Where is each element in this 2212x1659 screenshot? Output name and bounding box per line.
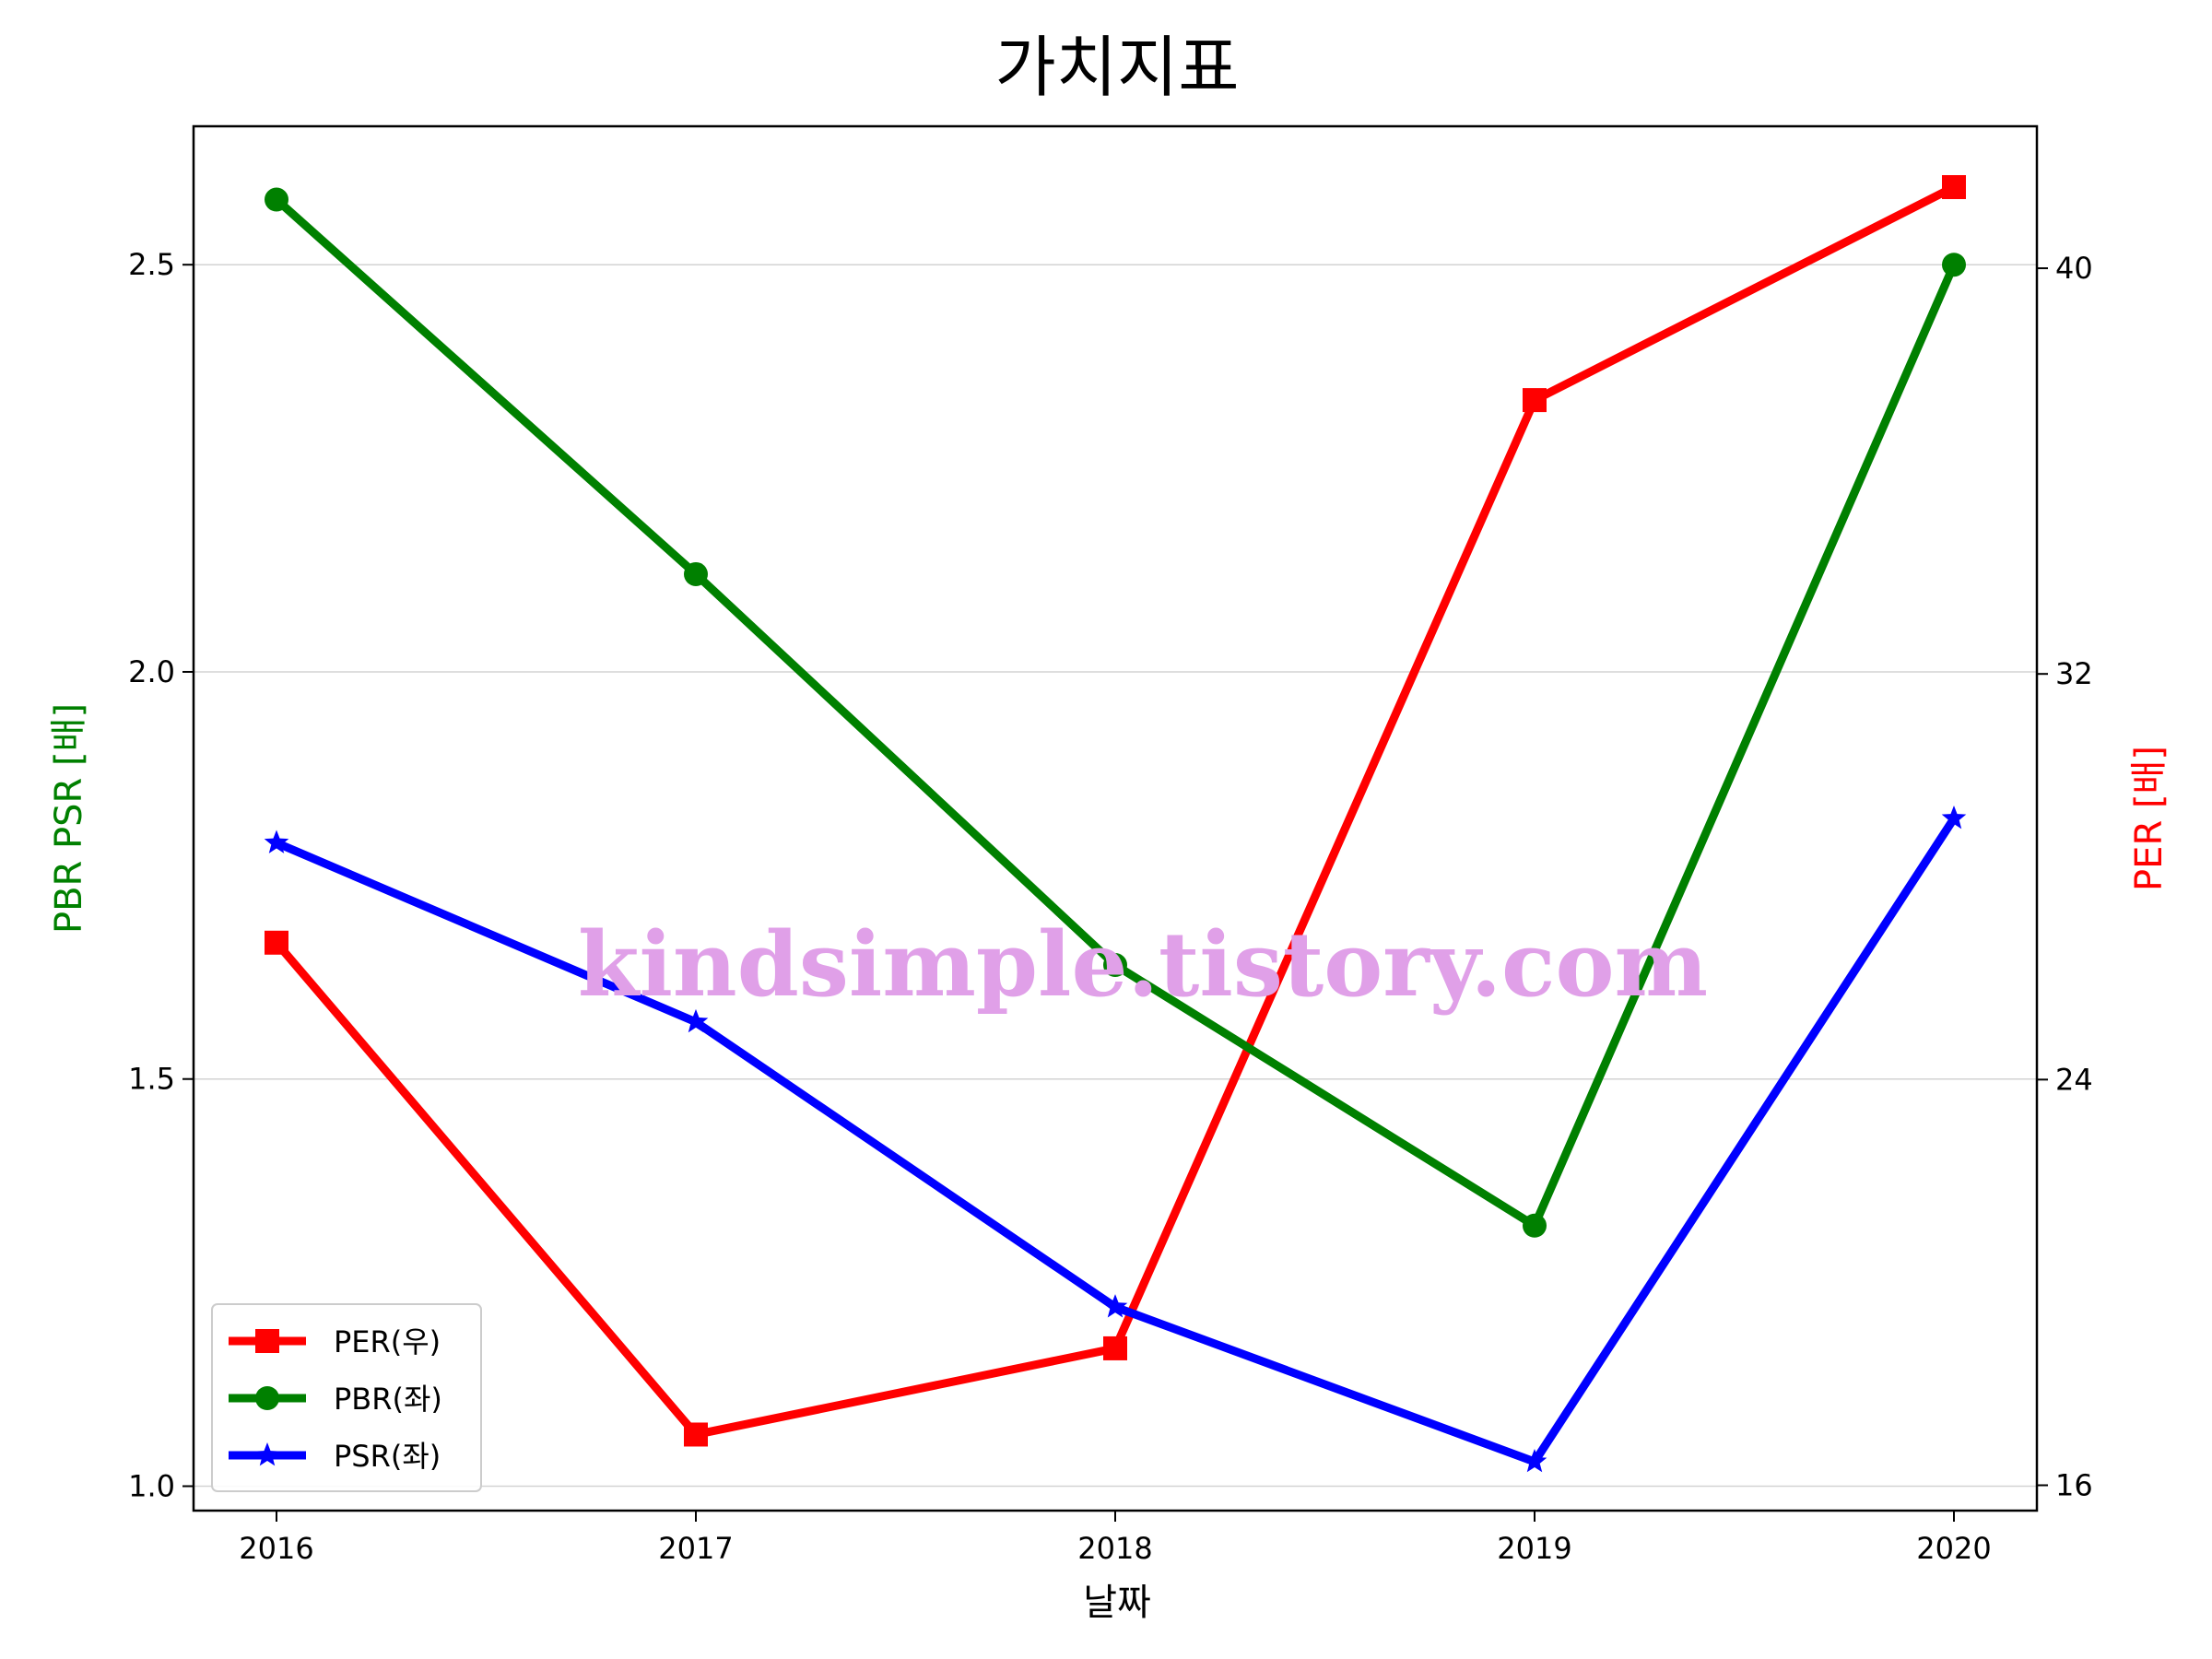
data-point-pbr <box>1523 1213 1547 1238</box>
right-y-axis-label: PER [배] <box>2128 746 2171 891</box>
x-axis-label: 날짜 <box>1083 1582 1151 1624</box>
data-point-per <box>265 930 288 955</box>
chart-title: 가치지표 <box>995 29 1240 106</box>
grid-lines <box>194 264 2037 1488</box>
series-line-per <box>272 182 1959 1439</box>
data-point-psr <box>1102 1294 1128 1318</box>
data-point-per <box>1942 175 1966 200</box>
right-y-tick-label: 24 <box>2055 1062 2093 1097</box>
x-axis-ticks: 2016 2017 2018 2019 2020 <box>239 1511 1992 1566</box>
series-pbr <box>265 187 1966 1238</box>
legend-swatch-marker <box>254 1442 280 1466</box>
left-y-tick-label: 1.5 <box>128 1062 175 1097</box>
series-line-pbr <box>272 195 1959 1230</box>
data-point-per <box>684 1422 708 1447</box>
legend-item-psr: PSR(좌) <box>229 1439 441 1474</box>
x-tick-label: 2017 <box>658 1531 733 1566</box>
data-point-psr <box>1522 1448 1547 1473</box>
right-y-tick-label: 32 <box>2055 656 2093 691</box>
x-tick-label: 2020 <box>1916 1531 1991 1566</box>
series-per <box>265 175 1966 1447</box>
legend-item-per: PER(우) <box>229 1324 441 1359</box>
series-psr <box>264 806 1967 1473</box>
left-y-axis-label: PBR PSR [배] <box>48 703 90 934</box>
x-tick-label: 2016 <box>239 1531 313 1566</box>
data-point-psr <box>264 830 289 853</box>
x-tick-label: 2019 <box>1497 1531 1571 1566</box>
right-y-axis-ticks: 16 24 32 40 <box>2037 251 2093 1502</box>
legend-label: PBR(좌) <box>334 1382 442 1417</box>
left-y-tick-label: 2.0 <box>128 654 175 689</box>
data-point-psr <box>1941 806 1967 830</box>
data-point-pbr <box>265 187 288 212</box>
watermark: kindsimple.tistory.com <box>578 912 1708 1017</box>
right-y-tick-label: 40 <box>2055 251 2093 286</box>
data-point-pbr <box>1942 253 1966 277</box>
right-y-tick-label: 16 <box>2055 1467 2093 1502</box>
data-point-per <box>1103 1335 1127 1360</box>
left-y-tick-label: 2.5 <box>128 247 175 282</box>
left-y-tick-label: 1.0 <box>128 1468 175 1503</box>
data-point-psr <box>683 1008 709 1033</box>
data-point-per <box>1523 388 1547 413</box>
legend-label: PSR(좌) <box>334 1439 441 1474</box>
x-tick-label: 2018 <box>1077 1531 1152 1566</box>
series-layer <box>264 175 1967 1473</box>
data-point-pbr <box>684 561 708 586</box>
legend: PER(우) PBR(좌) PSR(좌) <box>211 1303 482 1492</box>
legend-swatch-marker <box>255 1329 279 1353</box>
legend-swatch-marker <box>255 1386 279 1410</box>
left-y-axis-ticks: 1.0 1.5 2.0 2.5 <box>128 247 194 1503</box>
legend-label: PER(우) <box>334 1324 441 1359</box>
legend-item-pbr: PBR(좌) <box>229 1382 442 1417</box>
data-point-pbr <box>1103 953 1127 978</box>
